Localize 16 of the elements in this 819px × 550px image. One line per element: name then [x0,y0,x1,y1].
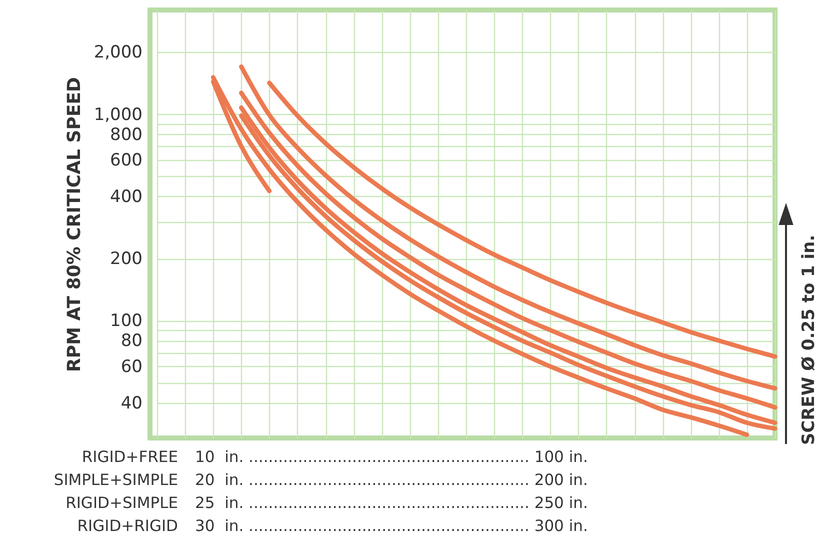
text: RIGID+SIMPLE 25 in. ......................................................... 250 in. [64,494,588,512]
y-tick-label: 800 [110,124,142,145]
text: SCREW Ø 0.25 to 1 in. [799,234,819,445]
text: SIMPLE+SIMPLE 20 in. ......................................................... 200 in. [52,471,588,489]
y-tick-label: 80 [120,331,142,352]
y-tick-label: 60 [120,356,142,377]
text: RIGID+FREE 10 in. ......................................................... 100 in. [80,448,588,466]
y-tick-label: 400 [110,186,142,207]
y-axis-title: RPM AT 80% CRITICAL SPEED [64,77,85,372]
y-tick-label: 200 [110,249,142,270]
y-tick-label: 40 [120,393,142,414]
y-tick-label: 600 [110,150,142,171]
text: RIGID+RIGID 30 in. ......................................................... 300 in. [76,517,588,535]
y-tick-label: 2,000 [94,42,142,63]
y-tick-label: 100 [110,311,142,332]
y-tick-label: 1,000 [94,104,142,125]
